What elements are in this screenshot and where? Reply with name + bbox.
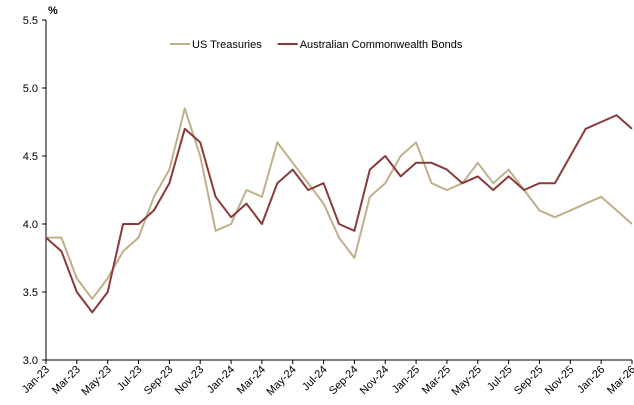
y-tick-label: 4.0 xyxy=(23,219,38,231)
x-tick-label: Mar-26 xyxy=(605,364,634,397)
x-tick-label: Jul-23 xyxy=(115,364,145,394)
y-tick-label: 4.5 xyxy=(23,151,38,163)
legend-label: US Treasuries xyxy=(192,39,262,51)
x-tick-label: Nov-25 xyxy=(543,364,577,398)
x-tick-label: May-25 xyxy=(449,364,483,398)
x-tick-label: Jul-24 xyxy=(300,364,330,394)
x-tick-label: Jan-26 xyxy=(575,364,607,396)
x-tick-label: Sep-24 xyxy=(327,364,361,398)
x-tick-label: Jan-25 xyxy=(390,364,422,396)
x-tick-label: Mar-25 xyxy=(420,364,453,397)
y-tick-label: 3.0 xyxy=(23,355,38,367)
x-tick-label: May-24 xyxy=(264,364,298,398)
y-tick-label: 5.0 xyxy=(23,83,38,95)
x-tick-label: May-23 xyxy=(79,364,113,398)
series-line xyxy=(45,114,633,314)
legend-label: Australian Commonwealth Bonds xyxy=(300,39,463,51)
x-tick-label: Jul-25 xyxy=(485,364,515,394)
x-tick-label: Sep-25 xyxy=(512,364,546,398)
x-tick-label: Jan-23 xyxy=(20,364,52,396)
x-tick-label: Mar-23 xyxy=(50,364,83,397)
y-axis-label: % xyxy=(48,5,58,17)
x-tick-label: Jan-24 xyxy=(205,364,237,396)
y-tick-label: 3.5 xyxy=(23,287,38,299)
x-tick-label: Nov-24 xyxy=(358,364,392,398)
x-tick-label: Sep-23 xyxy=(142,364,176,398)
y-tick-label: 5.5 xyxy=(23,15,38,27)
x-tick-label: Nov-23 xyxy=(173,364,207,398)
x-tick-label: Mar-24 xyxy=(235,364,268,397)
series-line xyxy=(46,107,633,300)
